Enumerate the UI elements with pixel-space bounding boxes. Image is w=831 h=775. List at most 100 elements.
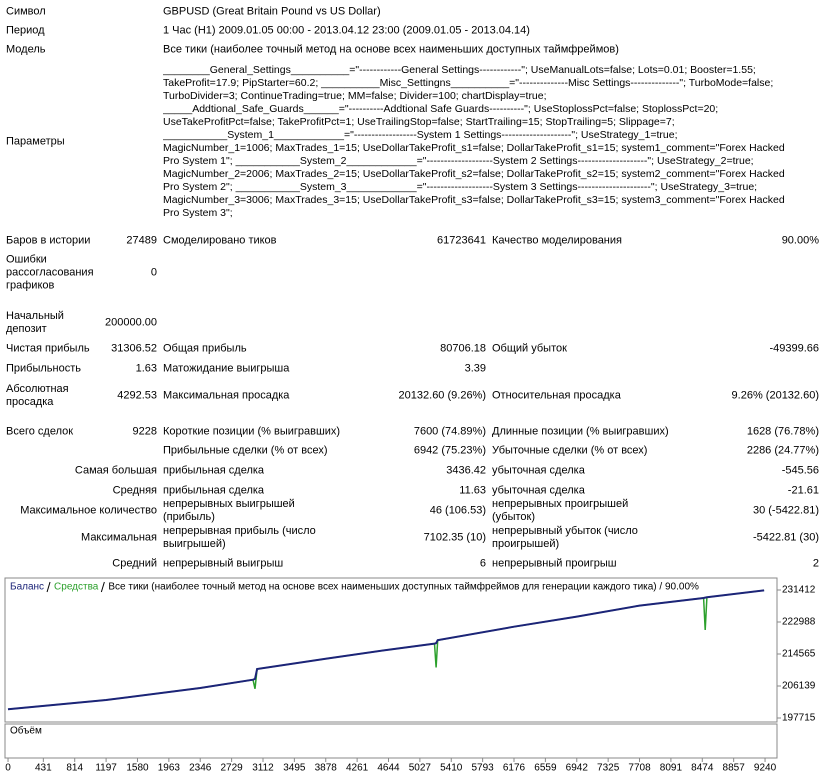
stat-label: Длинные позиции (% выигравших) (492, 425, 669, 438)
legend-separator (46, 581, 51, 593)
stat-value: 2286 (24.77%) (746, 444, 819, 457)
legend-separator (100, 581, 105, 593)
stat-label: непрерывная прибыль (число выигрышей) (163, 525, 316, 550)
stat-label: Самая большая (74, 464, 157, 477)
x-tick-label: 5027 (409, 763, 432, 774)
y-tick-label: 197715 (782, 713, 816, 724)
parameter-line: ________General_Settings__________="----… (163, 64, 756, 76)
field-value: Все тики (наиболее точный метод на основ… (163, 43, 619, 56)
stat-value: 6 (479, 557, 486, 570)
stat-value: 4292.53 (117, 389, 157, 402)
stat-value: 11.63 (459, 484, 486, 497)
stat-label: Чистая прибыль (6, 342, 90, 355)
stat-value: 1.63 (135, 362, 157, 375)
parameter-line: _____Addtional_Safe_Guards______="------… (163, 103, 719, 115)
field-label: Параметры (6, 135, 65, 148)
stat-label: Максимальное количество (20, 504, 157, 517)
x-tick-label: 431 (35, 763, 52, 774)
y-tick-label: 222988 (782, 617, 816, 628)
volume-label: Объём (10, 725, 42, 737)
stat-label: Смоделировано тиков (163, 234, 277, 247)
parameter-line: Pro System 1"; ___________System_2______… (163, 155, 754, 167)
stat-value: -49399.66 (769, 342, 819, 355)
x-tick-label: 7325 (597, 763, 620, 774)
field-value: GBPUSD (Great Britain Pound vs US Dollar… (163, 5, 381, 18)
stat-label: Ошибки рассогласования графиков (6, 253, 94, 292)
stat-value: 1628 (76.78%) (746, 425, 819, 438)
stat-label: Относительная просадка (492, 389, 621, 402)
x-tick-label: 9240 (754, 763, 777, 774)
parameter-line: Pro System 2"; ___________System_3______… (163, 181, 758, 193)
series-line (7, 589, 765, 711)
field-label: Символ (6, 5, 46, 18)
x-tick-label: 8474 (691, 763, 714, 774)
x-tick-label: 3112 (252, 763, 274, 774)
y-tick-label: 206139 (782, 681, 816, 692)
x-tick-label: 6559 (534, 763, 557, 774)
stat-label: Матожидание выигрыша (163, 362, 290, 375)
stat-label: убыточная сделка (492, 464, 585, 477)
x-tick-label: 1580 (126, 763, 149, 774)
stat-value: -545.56 (781, 464, 819, 477)
stat-value: 90.00% (781, 234, 819, 247)
x-tick-label: 2729 (220, 763, 243, 774)
parameter-line: ___________System_1____________="-------… (163, 129, 678, 141)
parameter-line: TurboDivider=3; ContinueTrading=true; MM… (163, 90, 547, 102)
stat-value: 9.26% (20132.60) (731, 389, 819, 402)
x-tick-label: 1963 (158, 763, 181, 774)
parameter-line: MagicNumber_1=1006; MaxTrades_1=15; UseD… (163, 142, 785, 154)
x-tick-label: 6942 (566, 763, 589, 774)
x-tick-label: 5410 (440, 763, 463, 774)
stat-label: прибыльная сделка (163, 464, 265, 477)
legend-entry: Баланс (10, 582, 44, 593)
chart-subtitle: Все тики (наиболее точный метод на основ… (108, 581, 699, 593)
stat-value: 3436.42 (446, 464, 486, 477)
x-tick-label: 5793 (472, 763, 495, 774)
field-label: Модель (6, 43, 46, 56)
stat-label: Средний (112, 557, 157, 570)
x-tick-label: 0 (5, 763, 11, 774)
field-label: Период (6, 24, 45, 37)
stat-value: 7102.35 (10) (423, 531, 486, 544)
stat-value: 46 (106.53) (429, 504, 486, 517)
stat-value: 3.39 (464, 362, 486, 375)
volume-frame (4, 723, 778, 759)
legend-entry: Средства (54, 582, 99, 593)
stat-label: Абсолютная просадка (6, 383, 69, 408)
stat-label: Прибыльность (6, 362, 81, 375)
stat-label: Короткие позиции (% выигравших) (163, 425, 341, 438)
stat-label: непрерывных выигрышей (прибыль) (163, 498, 295, 523)
stat-value: 20132.60 (9.26%) (398, 389, 486, 402)
stat-label: Общая прибыль (163, 342, 247, 355)
stat-value: -5422.81 (30) (752, 531, 819, 544)
stat-value: 2 (812, 557, 819, 570)
stat-label: Прибыльные сделки (% от всех) (163, 444, 328, 457)
x-tick-label: 3495 (283, 763, 306, 774)
stat-label: Общий убыток (492, 342, 567, 355)
stat-value: 7600 (74.89%) (413, 425, 486, 438)
x-tick-label: 1197 (95, 763, 117, 774)
x-tick-label: 8857 (723, 763, 746, 774)
stat-label: Максимальная просадка (163, 389, 290, 402)
y-tick-label: 214565 (782, 649, 816, 660)
stat-label: Качество моделирования (492, 234, 622, 247)
parameters-text: ________General_Settings__________="----… (163, 64, 827, 220)
field-value: 1 Час (H1) 2009.01.05 00:00 - 2013.04.12… (163, 24, 530, 37)
y-tick-label: 231412 (782, 585, 816, 596)
stat-label: непрерывный выигрыш (163, 557, 284, 570)
stat-label: Максимальная (81, 531, 157, 544)
stat-value: 27489 (126, 234, 157, 247)
stat-label: Убыточные сделки (% от всех) (492, 444, 648, 457)
parameter-line: TakeProfit=17.9; PipStarter=60.2; ______… (163, 77, 774, 89)
stat-value: 31306.52 (111, 342, 157, 355)
stat-label: Средняя (112, 484, 157, 497)
stat-label: непрерывный проигрыш (492, 557, 617, 570)
parameter-line: MagicNumber_2=2006; MaxTrades_2=15; UseD… (163, 168, 785, 180)
stat-value: 80706.18 (440, 342, 486, 355)
stat-label: Баров в истории (6, 234, 91, 247)
stat-value: 30 (-5422.81) (752, 504, 819, 517)
stat-value: 9228 (132, 425, 157, 438)
x-tick-label: 2346 (189, 763, 212, 774)
